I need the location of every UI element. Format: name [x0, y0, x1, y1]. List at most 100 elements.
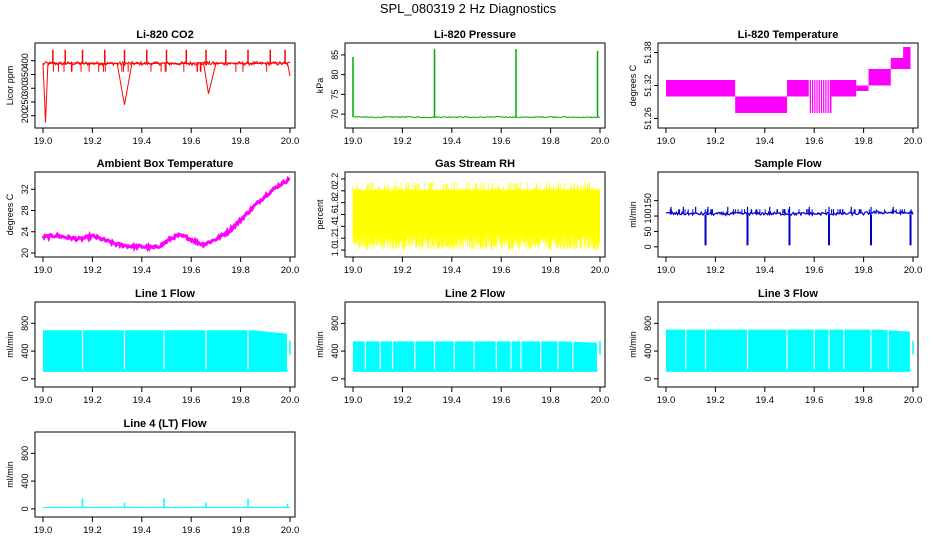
x-tick-label: 19.2 [393, 265, 412, 276]
chart-panel-rh: Gas Stream RH 19.0 19.2 19.4 19.6 19.8 20.0 1.0… [315, 158, 609, 276]
x-tick-label: 19.6 [805, 136, 824, 147]
panel-title: Sample Flow [754, 158, 822, 170]
y-tick-label: 300 [20, 81, 30, 96]
plot-area [42, 49, 291, 123]
x-tick-label: 19.6 [182, 395, 201, 406]
y-tick-label: 400 [330, 344, 340, 359]
x-tick-label: 19.6 [492, 136, 511, 147]
panel-title: Li-820 CO2 [136, 29, 193, 41]
x-tick-label: 19.0 [657, 136, 676, 147]
plot-area [666, 47, 911, 113]
y-tick-label: 350 [20, 67, 30, 82]
chart-panel-line4: Line 4 (LT) Flow 19.0 19.2 19.4 19.6 19.8 20.0… [5, 418, 299, 536]
x-tick-label: 19.8 [231, 525, 250, 536]
band-mark [903, 47, 911, 58]
x-tick-label: 19.4 [443, 395, 462, 406]
y-tick-label: 51.38 [643, 41, 653, 64]
y-tick-label: 1.2 [330, 232, 340, 245]
y-tick-label: 0 [643, 244, 653, 249]
x-tick-label: 19.6 [182, 265, 201, 276]
y-tick-label: 1.6 [330, 208, 340, 221]
y-tick-label: 85 [330, 50, 340, 60]
y-tick-label: 400 [643, 344, 653, 359]
panel-title: Li-820 Temperature [738, 29, 839, 41]
x-tick-label: 20.0 [904, 136, 923, 147]
x-tick-label: 19.4 [133, 136, 152, 147]
band-mark [890, 58, 911, 69]
plot-frame [657, 301, 919, 388]
y-tick-label: 400 [20, 53, 30, 68]
band-mark [43, 330, 288, 372]
y-axis-label: ml/min [315, 331, 325, 358]
y-tick-label: 100 [643, 209, 653, 224]
y-tick-label: 2.2 [330, 173, 340, 186]
chart-panel-co2: Li-820 CO2 19.0 19.2 19.4 19.6 19.8 20.0 200250… [5, 29, 299, 147]
x-tick-label: 19.8 [854, 265, 873, 276]
x-tick-label: 19.6 [492, 395, 511, 406]
plot-frame [34, 431, 296, 518]
x-tick-label: 19.4 [443, 136, 462, 147]
x-tick-label: 19.4 [133, 265, 152, 276]
panel-title: Line 1 Flow [135, 288, 195, 300]
y-tick-label: 1.4 [330, 220, 340, 233]
x-tick-label: 19.4 [756, 136, 775, 147]
y-tick-label: 70 [330, 109, 340, 119]
figure-title: SPL_080319 2 Hz Diagnostics [379, 1, 557, 16]
x-tick-label: 19.2 [393, 395, 412, 406]
plot-frame [344, 42, 606, 129]
x-tick-label: 19.0 [34, 136, 53, 147]
x-tick-label: 19.6 [805, 395, 824, 406]
y-tick-label: 1.0 [330, 244, 340, 257]
band-mark [856, 85, 869, 91]
x-tick-label: 19.2 [83, 136, 102, 147]
x-tick-label: 19.0 [344, 136, 363, 147]
band-mark [353, 341, 598, 372]
x-tick-label: 19.0 [344, 395, 363, 406]
plot-frame [34, 42, 296, 129]
x-tick-label: 19.0 [34, 525, 53, 536]
plot-area [666, 328, 914, 372]
panel-title: Line 4 (LT) Flow [124, 418, 207, 430]
x-tick-label: 20.0 [281, 395, 300, 406]
y-tick-label: 75 [330, 89, 340, 99]
chart-panel-line3: Line 3 Flow 19.0 19.2 19.4 19.6 19.8 20.0 0 400 8… [628, 288, 922, 406]
x-tick-label: 19.2 [83, 525, 102, 536]
y-axis-label: degrees C [5, 193, 15, 235]
x-tick-label: 19.8 [231, 395, 250, 406]
series-line [42, 506, 291, 509]
y-tick-label: 800 [20, 446, 30, 461]
chart-panel-line1: Line 1 Flow 19.0 19.2 19.4 19.6 19.8 20.0 0 400 8… [5, 288, 299, 406]
x-tick-label: 20.0 [591, 395, 610, 406]
x-tick-label: 19.8 [231, 136, 250, 147]
plot-area [352, 181, 600, 250]
y-axis-label: percent [315, 199, 325, 230]
x-tick-label: 19.2 [706, 395, 725, 406]
chart-panel-sample-flow: Sample Flow 19.0 19.2 19.4 19.6 19.8 20.0 0 50 10… [628, 158, 922, 276]
x-tick-label: 20.0 [281, 265, 300, 276]
x-tick-label: 19.2 [706, 136, 725, 147]
y-tick-label: 800 [330, 316, 340, 331]
y-tick-label: 800 [643, 316, 653, 331]
x-tick-label: 20.0 [591, 136, 610, 147]
x-tick-label: 20.0 [281, 525, 300, 536]
y-tick-label: 0 [643, 376, 653, 381]
x-tick-label: 19.8 [541, 265, 560, 276]
x-tick-label: 19.8 [541, 395, 560, 406]
chart-panel-licor-temp: Li-820 Temperature 19.0 19.2 19.4 19.6 19.8 20… [628, 29, 922, 147]
series-line [41, 175, 291, 253]
x-tick-label: 19.4 [133, 395, 152, 406]
y-axis-label: kPa [315, 78, 325, 94]
y-tick-label: 20 [20, 248, 30, 258]
y-tick-label: 51.32 [643, 74, 653, 97]
plot-area [352, 48, 601, 119]
x-tick-label: 19.2 [83, 265, 102, 276]
band-mark [666, 329, 911, 372]
y-tick-label: 800 [20, 316, 30, 331]
x-tick-label: 19.4 [756, 265, 775, 276]
chart-panel-line2: Line 2 Flow 19.0 19.2 19.4 19.6 19.8 20.0 0 400 8… [315, 288, 609, 406]
y-axis-label: ml/min [628, 201, 638, 228]
x-tick-label: 19.0 [34, 395, 53, 406]
x-tick-label: 19.2 [393, 136, 412, 147]
y-axis-label: ml/min [5, 331, 15, 358]
